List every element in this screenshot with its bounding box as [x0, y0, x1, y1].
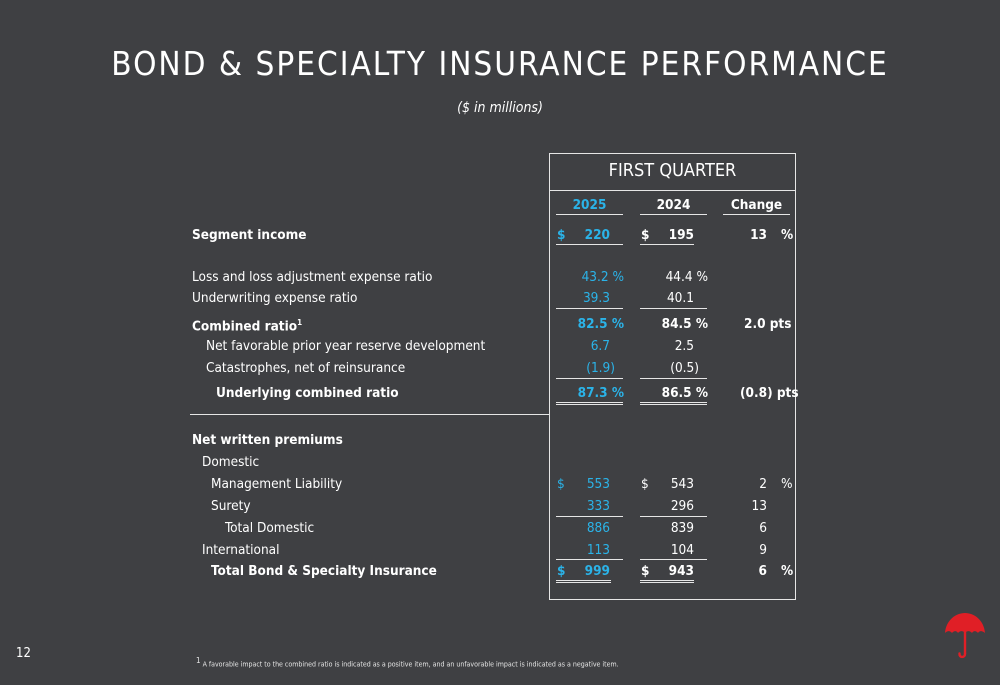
value-underline — [556, 308, 623, 309]
value-2025: 886 — [586, 520, 610, 536]
value-change: (0.8) pts — [740, 385, 799, 401]
value-underline — [556, 559, 623, 560]
header-underline — [556, 214, 623, 215]
currency-symbol: $ — [557, 563, 566, 579]
value-2025: 113 — [586, 542, 610, 558]
units-subtitle: ($ in millions) — [457, 100, 543, 116]
value-2025: 333 — [586, 498, 610, 514]
row-label-total-domestic: Total Domestic — [225, 520, 315, 536]
value-2025: 43.2 % — [581, 269, 624, 285]
col-header-2024: 2024 — [656, 197, 691, 213]
page-title: BOND & SPECIALTY INSURANCE PERFORMANCE — [111, 44, 889, 83]
row-label-underlying-combined-ratio: Underlying combined ratio — [216, 385, 399, 401]
red-umbrella-icon — [945, 613, 985, 659]
col-header-2025: 2025 — [572, 197, 607, 213]
value-2025: 82.5 % — [577, 316, 624, 332]
row-label-loss-ratio: Loss and loss adjustment expense ratio — [192, 269, 433, 285]
value-double-underline — [556, 580, 611, 583]
value-underline — [640, 308, 707, 309]
value-2025: 6.7 — [590, 338, 610, 354]
footnote-marker: 1 — [297, 318, 303, 327]
change-unit: % — [781, 476, 793, 492]
row-label-net-written-premiums: Net written premiums — [192, 432, 343, 448]
row-label-international: International — [202, 542, 280, 558]
value-2024: 543 — [670, 476, 694, 492]
value-change: 13 — [750, 227, 767, 243]
value-underline — [640, 559, 707, 560]
value-2025: (1.9) — [586, 360, 615, 376]
change-unit: % — [781, 227, 794, 243]
value-change: 2.0 pts — [744, 316, 792, 332]
row-label-underwriting-ratio: Underwriting expense ratio — [192, 290, 358, 306]
currency-symbol: $ — [641, 227, 650, 243]
header-underline — [723, 214, 790, 215]
currency-symbol: $ — [557, 476, 565, 492]
value-2024: (0.5) — [670, 360, 699, 376]
value-2025: 87.3 % — [577, 385, 624, 401]
value-2024: 104 — [670, 542, 694, 558]
value-underline — [556, 516, 623, 517]
change-unit: % — [781, 563, 794, 579]
value-double-underline — [556, 402, 623, 405]
period-header: FIRST QUARTER — [549, 153, 796, 191]
value-underline — [640, 516, 707, 517]
value-2025: 39.3 — [582, 290, 610, 306]
value-underline — [556, 244, 623, 245]
value-double-underline — [640, 402, 707, 405]
row-label-combined-ratio: Combined ratio1 — [192, 318, 303, 335]
row-label-total-bond-specialty: Total Bond & Specialty Insurance — [211, 563, 437, 579]
value-2024: 943 — [668, 563, 694, 579]
value-change: 9 — [759, 542, 767, 558]
currency-symbol: $ — [557, 227, 566, 243]
value-double-underline — [640, 580, 694, 583]
value-change: 2 — [759, 476, 767, 492]
currency-symbol: $ — [641, 563, 650, 579]
header-underline — [640, 214, 707, 215]
value-2024: 84.5 % — [661, 316, 708, 332]
currency-symbol: $ — [641, 476, 649, 492]
row-label-domestic: Domestic — [202, 454, 260, 470]
value-2024: 44.4 % — [665, 269, 708, 285]
value-change: 13 — [751, 498, 767, 514]
value-change: 6 — [758, 563, 767, 579]
page-number: 12 — [16, 646, 31, 661]
value-2025: 220 — [584, 227, 610, 243]
row-label-catastrophes: Catastrophes, net of reinsurance — [206, 360, 406, 376]
row-label-prior-year-development: Net favorable prior year reserve develop… — [206, 338, 486, 354]
value-2024: 195 — [668, 227, 694, 243]
value-2024: 86.5 % — [661, 385, 708, 401]
value-underline — [640, 244, 694, 245]
row-label-surety: Surety — [211, 498, 251, 514]
value-2024: 2.5 — [674, 338, 694, 354]
row-label-management-liability: Management Liability — [211, 476, 343, 492]
value-2025: 999 — [584, 563, 610, 579]
footnote: 1 A favorable impact to the combined rat… — [196, 656, 619, 669]
value-2024: 296 — [670, 498, 694, 514]
value-change: 6 — [759, 520, 767, 536]
col-header-change: Change — [730, 197, 783, 213]
first-quarter-box — [549, 153, 796, 600]
section-divider — [190, 414, 549, 415]
value-2025: 553 — [586, 476, 610, 492]
value-underline — [556, 378, 623, 379]
footnote-marker: 1 — [196, 656, 201, 665]
value-underline — [640, 378, 707, 379]
row-label-segment-income: Segment income — [192, 227, 307, 243]
value-2024: 40.1 — [666, 290, 694, 306]
value-2024: 839 — [670, 520, 694, 536]
